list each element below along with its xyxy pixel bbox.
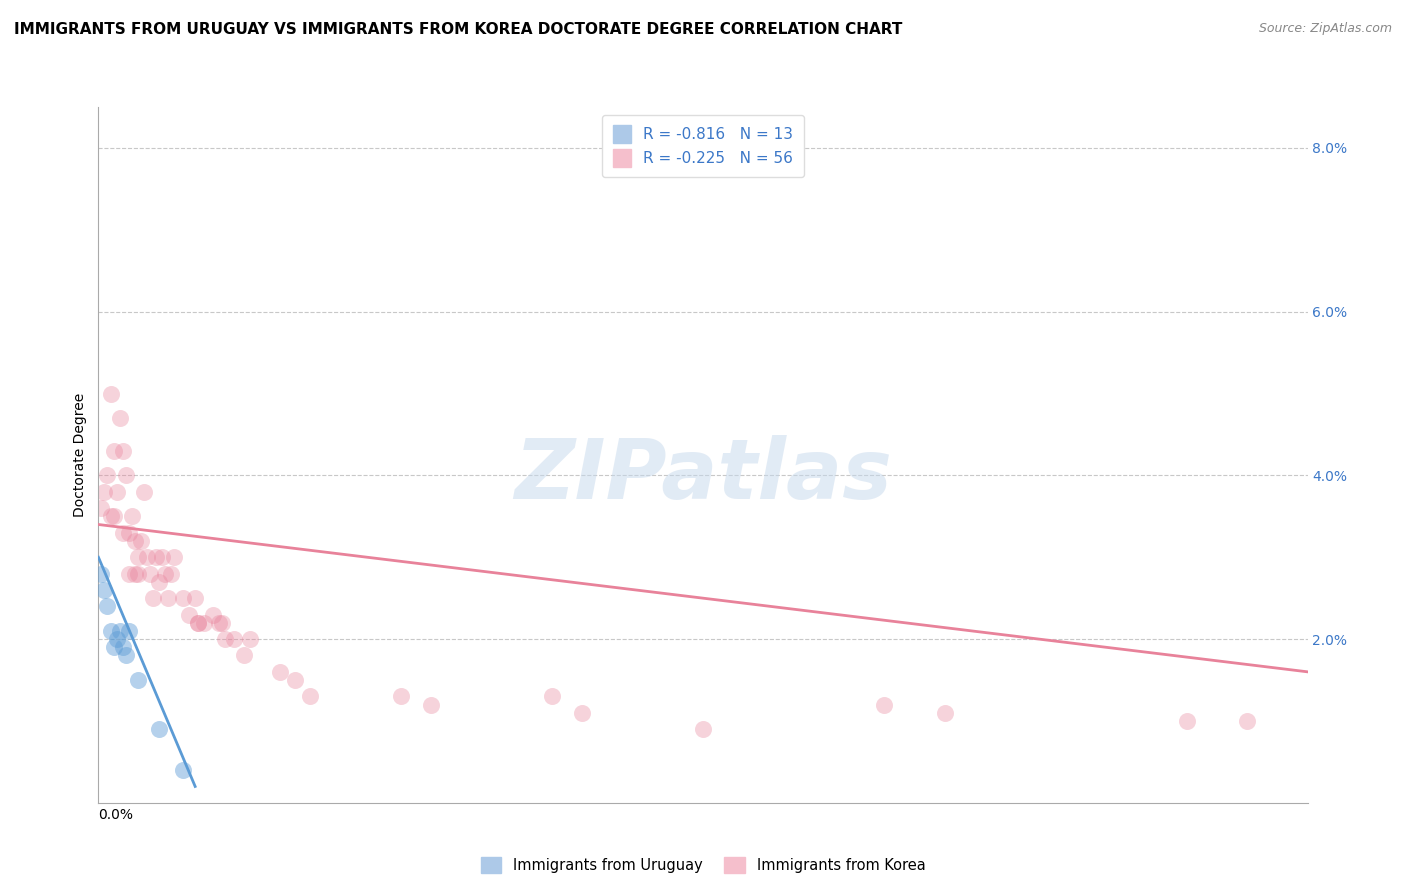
Point: [90, 501, 112, 516]
Point: [156, 591, 179, 606]
Point: [389, 690, 412, 704]
Point: [124, 533, 146, 548]
Text: 0.0%: 0.0%: [98, 808, 134, 822]
Text: IMMIGRANTS FROM URUGUAY VS IMMIGRANTS FROM KOREA DOCTORATE DEGREE CORRELATION CH: IMMIGRANTS FROM URUGUAY VS IMMIGRANTS FR…: [14, 22, 903, 37]
Point: [153, 566, 176, 581]
Point: [105, 632, 128, 646]
Legend: R = -0.816   N = 13, R = -0.225   N = 56: R = -0.816 N = 13, R = -0.225 N = 56: [602, 115, 804, 178]
Point: [118, 566, 141, 581]
Point: [193, 615, 215, 630]
Point: [284, 673, 307, 687]
Text: ZIPatlas: ZIPatlas: [515, 435, 891, 516]
Point: [211, 615, 233, 630]
Point: [108, 624, 131, 638]
Point: [127, 673, 149, 687]
Point: [232, 648, 254, 663]
Point: [540, 690, 562, 704]
Point: [184, 591, 207, 606]
Point: [269, 665, 291, 679]
Point: [145, 550, 167, 565]
Point: [90, 566, 112, 581]
Point: [873, 698, 896, 712]
Point: [934, 706, 956, 720]
Point: [96, 468, 118, 483]
Point: [100, 509, 122, 524]
Point: [96, 599, 118, 614]
Point: [299, 690, 322, 704]
Point: [118, 525, 141, 540]
Point: [1175, 714, 1198, 728]
Point: [111, 443, 134, 458]
Point: [150, 550, 173, 565]
Point: [93, 484, 115, 499]
Point: [214, 632, 236, 646]
Point: [114, 468, 136, 483]
Point: [172, 763, 194, 777]
Legend: Immigrants from Uruguay, Immigrants from Korea: Immigrants from Uruguay, Immigrants from…: [474, 850, 932, 880]
Point: [179, 607, 201, 622]
Text: Source: ZipAtlas.com: Source: ZipAtlas.com: [1258, 22, 1392, 36]
Point: [118, 624, 141, 638]
Point: [139, 566, 162, 581]
Point: [114, 648, 136, 663]
Point: [127, 550, 149, 565]
Point: [105, 484, 128, 499]
Point: [1236, 714, 1258, 728]
Y-axis label: Doctorate Degree: Doctorate Degree: [73, 392, 87, 517]
Point: [93, 582, 115, 597]
Point: [163, 550, 186, 565]
Point: [239, 632, 262, 646]
Point: [103, 640, 125, 655]
Point: [692, 722, 714, 736]
Point: [124, 566, 146, 581]
Point: [224, 632, 246, 646]
Point: [103, 509, 125, 524]
Point: [172, 591, 194, 606]
Point: [148, 574, 170, 589]
Point: [202, 607, 225, 622]
Point: [571, 706, 593, 720]
Point: [121, 509, 143, 524]
Point: [111, 525, 134, 540]
Point: [160, 566, 183, 581]
Point: [187, 615, 209, 630]
Point: [108, 411, 131, 425]
Point: [148, 722, 170, 736]
Point: [129, 533, 152, 548]
Point: [208, 615, 231, 630]
Point: [111, 640, 134, 655]
Point: [420, 698, 443, 712]
Point: [135, 550, 157, 565]
Point: [103, 443, 125, 458]
Point: [187, 615, 209, 630]
Point: [132, 484, 155, 499]
Point: [142, 591, 165, 606]
Point: [127, 566, 149, 581]
Point: [100, 386, 122, 401]
Point: [100, 624, 122, 638]
